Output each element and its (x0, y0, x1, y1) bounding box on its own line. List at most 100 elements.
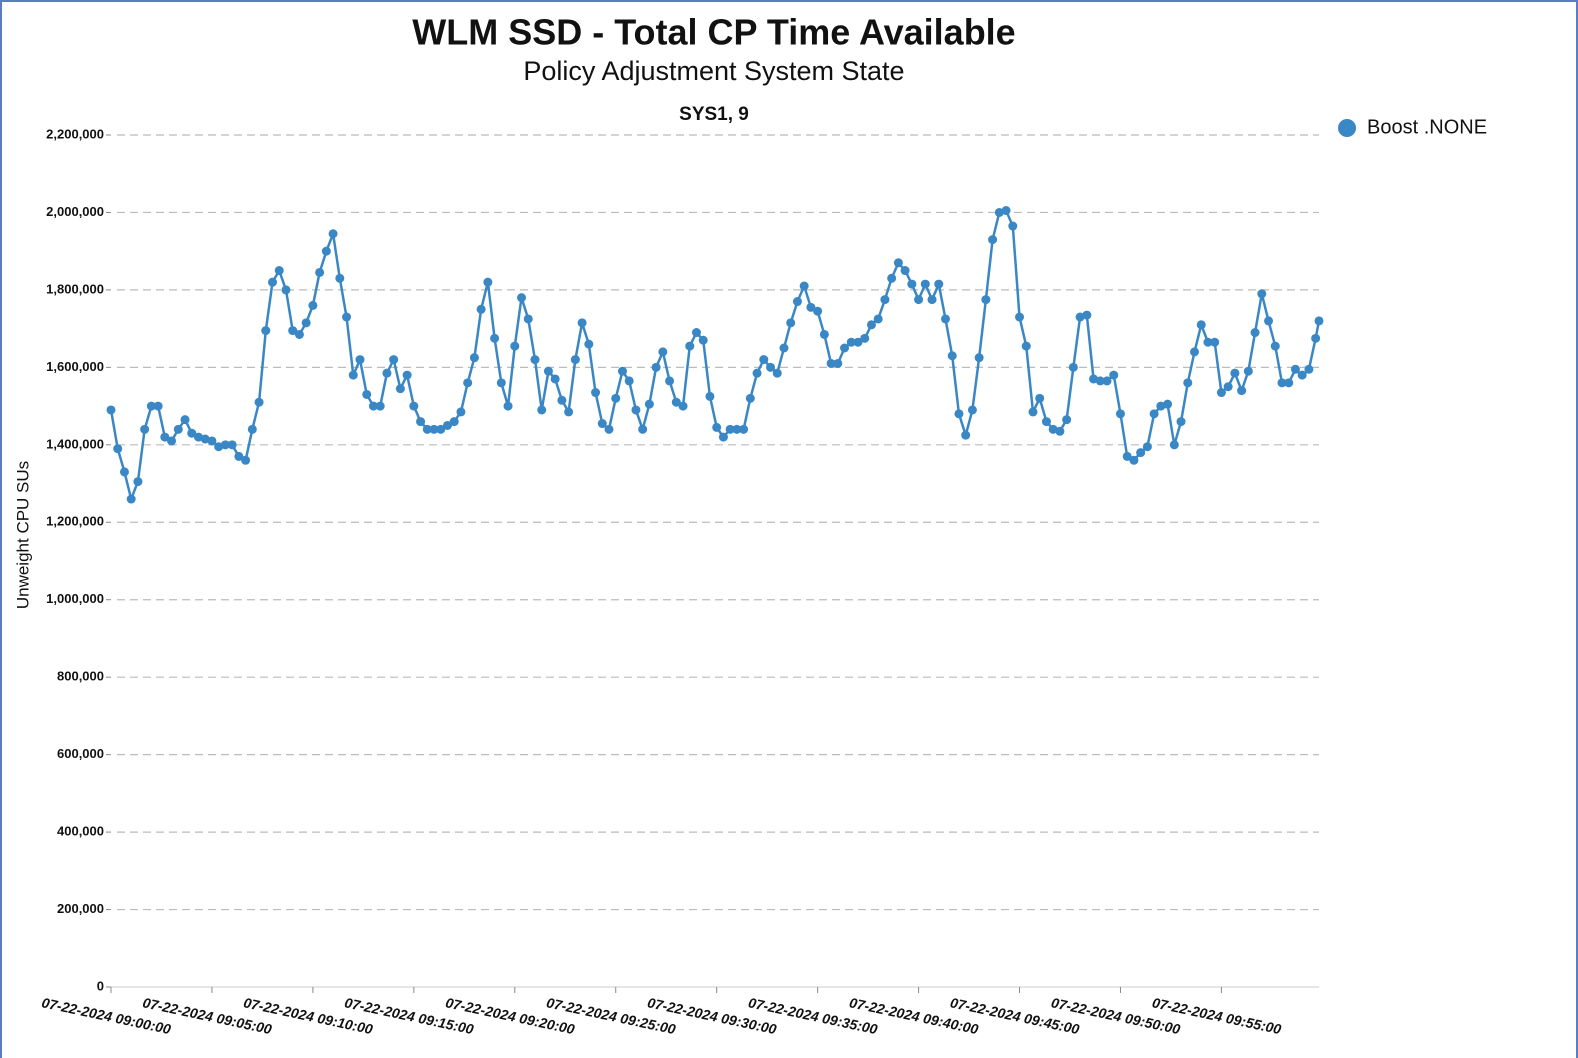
point (644, 399, 654, 409)
legend-marker (1338, 119, 1356, 137)
y-tick-label: 1,600,000 (46, 359, 104, 374)
point (362, 389, 372, 399)
point (113, 444, 123, 454)
point (382, 368, 392, 378)
point (153, 401, 163, 411)
point (1102, 376, 1112, 386)
point (799, 281, 809, 291)
point (207, 436, 217, 446)
point (1136, 448, 1146, 458)
point (355, 355, 365, 365)
point (920, 279, 930, 289)
point (483, 277, 493, 287)
point (792, 297, 802, 307)
point (813, 306, 823, 316)
point (1243, 366, 1253, 376)
point (819, 329, 829, 339)
point (1149, 409, 1159, 419)
point (133, 477, 143, 487)
point (543, 366, 553, 376)
point (833, 358, 843, 368)
y-tick-label: 1,200,000 (46, 514, 104, 529)
y-tick-label: 2,200,000 (46, 126, 104, 141)
y-tick-label: 2,000,000 (46, 204, 104, 219)
point (739, 424, 749, 434)
point (786, 318, 796, 328)
point (1028, 407, 1038, 417)
point (496, 378, 506, 388)
point (106, 405, 116, 415)
point (463, 378, 473, 388)
point (1163, 399, 1173, 409)
point (268, 277, 278, 287)
y-tick-label: 1,400,000 (46, 436, 104, 451)
point (523, 314, 533, 324)
point (880, 295, 890, 305)
point (220, 440, 230, 450)
point (1041, 417, 1051, 427)
point (961, 430, 971, 440)
point (1122, 451, 1132, 461)
point (315, 267, 325, 277)
point (234, 451, 244, 461)
point (866, 320, 876, 330)
point (1290, 364, 1300, 374)
point (745, 393, 755, 403)
point (564, 407, 574, 417)
point (725, 424, 735, 434)
point (846, 337, 856, 347)
point (766, 362, 776, 372)
y-tick-label: 0 (97, 978, 104, 993)
point (1142, 442, 1152, 452)
point (348, 370, 358, 380)
point (947, 351, 957, 361)
legend-label: Boost .NONE (1367, 116, 1487, 138)
point (241, 455, 251, 465)
point (1082, 310, 1092, 320)
point (940, 314, 950, 324)
point (1109, 370, 1119, 380)
point (227, 440, 237, 450)
y-tick-label: 400,000 (57, 824, 104, 839)
point (772, 368, 782, 378)
legend: Boost .NONE (1338, 116, 1487, 138)
point (180, 415, 190, 425)
point (530, 355, 540, 365)
point (503, 401, 513, 411)
point (1216, 388, 1226, 398)
point (914, 295, 924, 305)
point (570, 355, 580, 365)
point (1196, 320, 1206, 330)
point (752, 368, 762, 378)
point (604, 424, 614, 434)
point (469, 353, 479, 363)
point (1210, 337, 1220, 347)
point (1001, 206, 1011, 216)
chart-subtitle: Policy Adjustment System State (523, 56, 904, 86)
point (1311, 333, 1321, 343)
point (294, 329, 304, 339)
point (422, 424, 432, 434)
point (678, 401, 688, 411)
point (342, 312, 352, 322)
point (1237, 386, 1247, 396)
point (698, 335, 708, 345)
point (1314, 316, 1324, 326)
point (840, 343, 850, 353)
point (1203, 337, 1213, 347)
y-tick-label: 600,000 (57, 746, 104, 761)
point (402, 370, 412, 380)
point (1021, 341, 1031, 351)
point (510, 341, 520, 351)
point (981, 295, 991, 305)
point (389, 355, 399, 365)
point (759, 355, 769, 365)
point (476, 304, 486, 314)
point (611, 393, 621, 403)
y-tick-label: 200,000 (57, 901, 104, 916)
point (550, 374, 560, 384)
point (658, 347, 668, 357)
point (934, 279, 944, 289)
point (651, 362, 661, 372)
